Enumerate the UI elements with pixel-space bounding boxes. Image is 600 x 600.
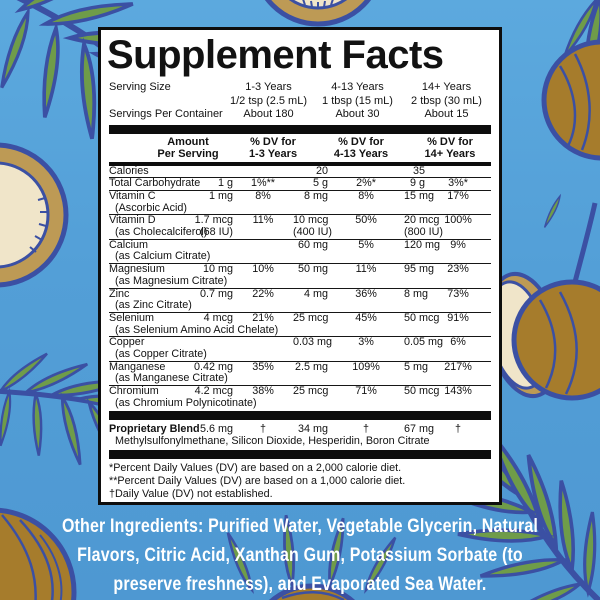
coconut-bottom-center-icon xyxy=(268,583,356,600)
nutrient-source: (as Chromium Polynicotinate) xyxy=(115,396,257,409)
nutrient-row-copper: Copper 0.03 mg 3% 0.05 mg 6% (as Copper … xyxy=(109,336,491,362)
nutrient-source: (as Cholecalciferol) xyxy=(115,226,208,239)
servings-count: About 15 xyxy=(424,108,469,120)
servings-count: About 180 xyxy=(243,108,294,120)
age-group-header: 14+ Years xyxy=(421,81,472,93)
nutrient-source: (as Calcium Citrate) xyxy=(115,250,211,263)
age-group-header: 1-3 Years xyxy=(245,81,292,93)
proprietary-blend-row: Proprietary Blend 5.6 mg † 34 mg † 67 mg… xyxy=(109,420,491,448)
divider-bar xyxy=(109,450,491,460)
coconut-cut-right-icon xyxy=(486,202,600,401)
coconut-cut-left-icon xyxy=(0,142,69,288)
nutrient-source: (as Selenium Amino Acid Chelate) xyxy=(115,323,279,336)
nutrient-row-manganese: Manganese 0.42 mg 35% 2.5 mg 109% 5 mg 2… xyxy=(109,360,491,387)
servings-count: About 30 xyxy=(335,108,380,120)
nutrient-name: Vitamin D xyxy=(109,214,156,227)
nutrient-row-magnesium: Magnesium 10 mg 10% 50 mg 11% 95 mg 23% … xyxy=(109,263,491,289)
nutrient-row-selenium: Selenium 4 mcg 21% 25 mcg 45% 50 mcg 91%… xyxy=(109,311,491,338)
nutrient-name: Selenium xyxy=(109,311,155,324)
serving-size-value: 1 tbsp (15 mL) xyxy=(322,94,393,107)
nutrient-name: Chromium xyxy=(109,385,159,398)
nutrient-name: Vitamin C xyxy=(109,189,156,202)
footnote: *Percent Daily Values (DV) are based on … xyxy=(109,462,402,475)
nutrient-row-vitamin-d: Vitamin D 1.7 mcg 11% 10 mcg 50% 20 mcg … xyxy=(109,214,491,240)
other-ingredients-line: Flavors, Citric Acid, Xanthan Gum, Potas… xyxy=(77,544,523,566)
servings-per-container-label: Servings Per Container xyxy=(109,108,223,120)
nutrient-row-zinc: Zinc 0.7 mg 22% 4 mg 36% 8 mg 73% (as Zi… xyxy=(109,287,491,313)
footnotes: *Percent Daily Values (DV) are based on … xyxy=(109,459,491,502)
coconut-bottom-left-icon xyxy=(0,507,77,600)
nutrient-name: Zinc xyxy=(109,287,130,300)
divider-bar xyxy=(109,410,491,420)
table-header: Amount Per Serving % DV for 1-3 Years % DV… xyxy=(157,135,476,161)
palm-frond-left-icon xyxy=(0,349,180,468)
nutrient-row-vitamin-c: Vitamin C 1 mg 8% 8 mg 8% 15 mg 17% (Asc… xyxy=(109,189,491,216)
other-ingredients-line: Other Ingredients: Purified Water, Veget… xyxy=(61,515,539,537)
other-ingredients-line: preserve freshness), and Evaporated Sea … xyxy=(113,573,487,595)
nutrient-source: (as Copper Citrate) xyxy=(115,348,207,361)
nutrient-source: (as Magnesium Citrate) xyxy=(115,274,228,287)
nutrient-row-total-carbohydrate: Total Carbohydrate 1 g 1%** 5 g 2%* 9 g … xyxy=(109,177,491,191)
blend-ingredients: Methylsulfonylmethane, Silicon Dioxide, … xyxy=(115,434,430,447)
blend-name: Proprietary Blend xyxy=(109,422,200,435)
nutrient-name: Calcium xyxy=(109,238,148,251)
nutrient-name: Copper xyxy=(109,336,145,349)
serving-size-value: 1/2 tsp (2.5 mL) xyxy=(229,94,308,107)
coconut-cut-top-icon xyxy=(264,0,372,27)
nutrient-name: Magnesium xyxy=(109,263,165,276)
divider-bar xyxy=(109,161,491,166)
supplement-facts-panel: Supplement Facts Serving Size 1-3 Years … xyxy=(98,27,502,505)
serving-size-value: 2 tbsp (30 mL) xyxy=(411,94,482,107)
palm-frond-bottom-right-icon xyxy=(436,417,600,600)
nutrient-source: (Ascorbic Acid) xyxy=(115,201,187,214)
nutrient-source: (as Zinc Citrate) xyxy=(115,299,192,312)
nutrient-name: Total Carbohydrate xyxy=(109,177,201,190)
nutrient-name: Manganese xyxy=(109,360,166,373)
nutrient-row-calcium: Calcium 60 mg 5% 120 mg 9% (as Calcium C… xyxy=(109,238,491,265)
nutrient-row-calories: Calories 20 35 xyxy=(109,164,491,179)
coconut-top-right-icon xyxy=(541,39,600,230)
other-ingredients-text: Other Ingredients: Purified Water, Veget… xyxy=(46,512,554,599)
footnote: †Daily Value (DV) not established. xyxy=(109,488,273,501)
divider-bar xyxy=(109,124,491,134)
nutrient-row-chromium: Chromium 4.2 mcg 38% 25 mcg 71% 50 mcg 1… xyxy=(109,385,491,409)
serving-size-label: Serving Size xyxy=(109,81,171,93)
serving-info: Serving Size 1-3 Years 4-13 Years 14+ Ye… xyxy=(109,81,491,122)
nutrient-source: (as Manganese Citrate) xyxy=(115,372,228,385)
footnote: **Percent Daily Values (DV) are based on… xyxy=(109,475,406,488)
nutrient-name: Calories xyxy=(109,164,149,177)
age-group-header: 4-13 Years xyxy=(331,81,384,93)
panel-title: Supplement Facts xyxy=(107,33,444,77)
